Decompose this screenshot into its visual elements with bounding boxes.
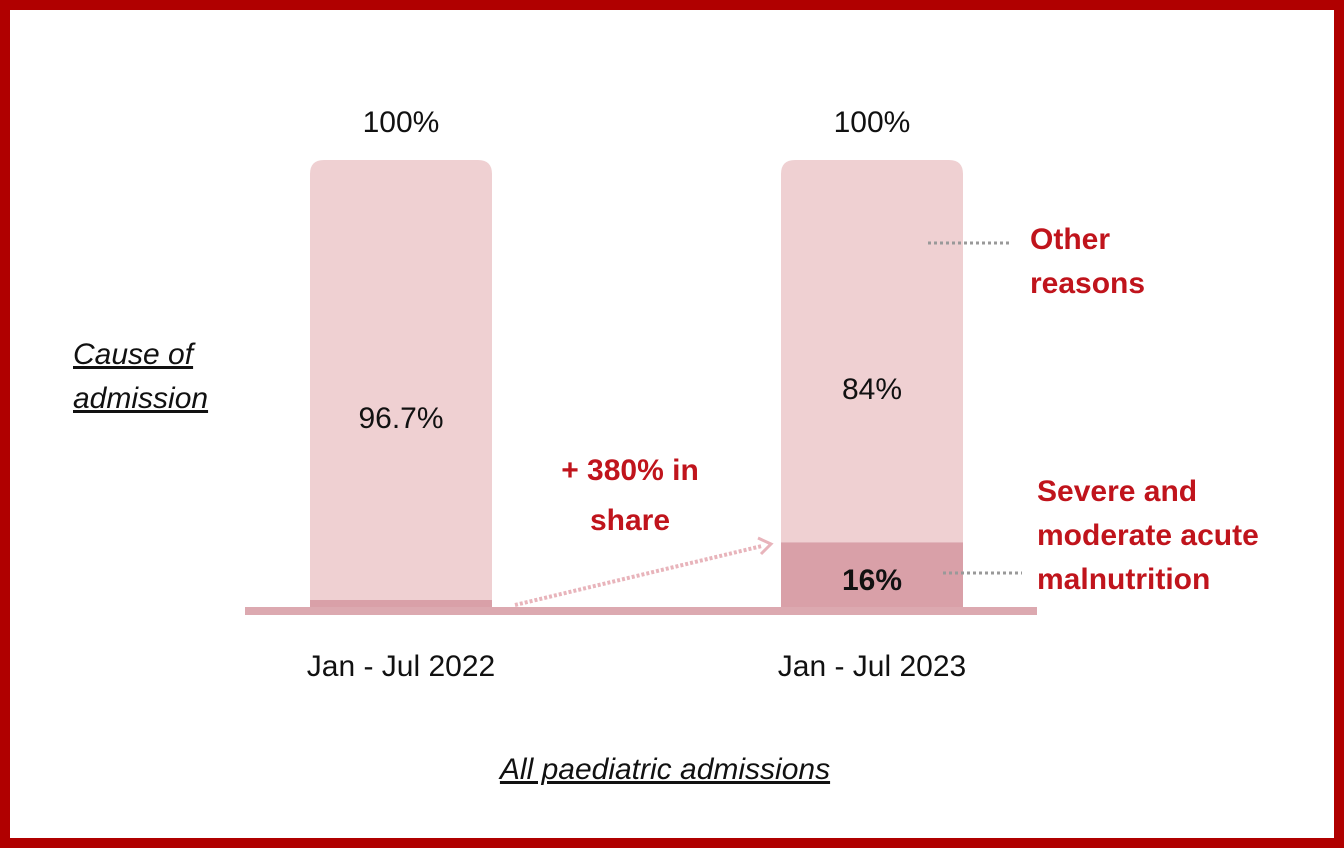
value-label: 96.7% [358, 402, 443, 435]
value-label: 84% [842, 373, 902, 406]
arrow-head [757, 536, 774, 556]
legend-label: Severe and moderate acute malnutrition [1037, 475, 1259, 596]
legend-label: Other reasons [1030, 223, 1146, 300]
arrow [514, 544, 763, 607]
value-label: 16% [842, 564, 902, 597]
y-axis-label: Cause of admission [73, 338, 209, 415]
annotation: + 380% in share [561, 454, 699, 537]
bar-segment [310, 160, 492, 600]
bar-segment [781, 160, 963, 543]
bar-segment [781, 542, 963, 615]
x-axis-label: All paediatric admissions [499, 753, 831, 786]
x-tick-label: Jan - Jul 2022 [307, 650, 495, 683]
x-tick-label: Jan - Jul 2023 [778, 650, 966, 683]
total-label: 100% [363, 106, 440, 139]
total-label: 100% [834, 106, 911, 139]
